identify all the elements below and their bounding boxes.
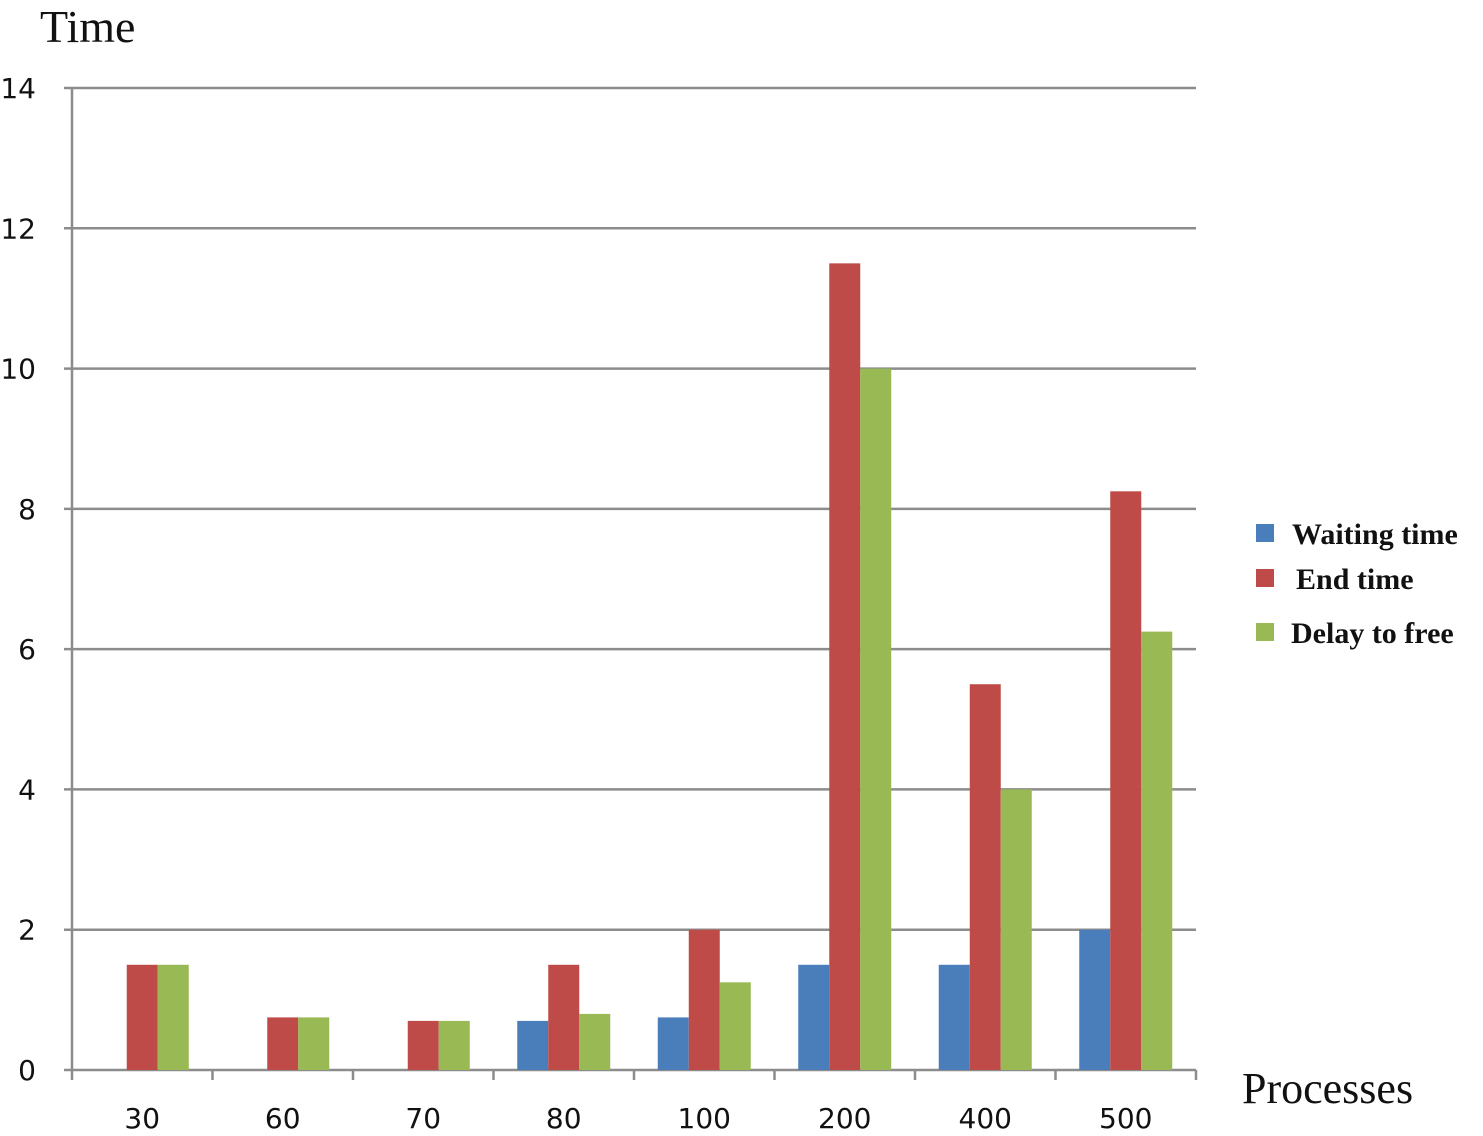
bar-end-time-30 — [126, 964, 158, 1070]
axes — [70, 88, 1198, 1080]
bar-waiting-time-500 — [1079, 929, 1111, 1070]
legend-item: Delay to free — [1256, 617, 1454, 650]
bar-delay-to-free-30 — [157, 964, 189, 1070]
bar-delay-to-free-60 — [298, 1017, 330, 1070]
y-tick-label: 6 — [18, 633, 36, 666]
y-tick-label: 14 — [0, 72, 36, 105]
bar-end-time-500 — [1110, 491, 1142, 1071]
x-tick-label: 30 — [124, 1102, 160, 1135]
bar-end-time-200 — [829, 263, 861, 1070]
x-tick-label: 200 — [818, 1102, 871, 1135]
gridlines — [64, 86, 1196, 1072]
x-tick-label: 400 — [959, 1102, 1012, 1135]
bar-end-time-70 — [407, 1020, 439, 1070]
x-tick-label: 100 — [678, 1102, 731, 1135]
legend-label: Waiting time — [1292, 518, 1458, 551]
bar-waiting-time-400 — [938, 964, 970, 1070]
x-tick-label: 70 — [405, 1102, 441, 1135]
y-tick-label: 0 — [18, 1054, 36, 1087]
x-tick-label: 500 — [1099, 1102, 1152, 1135]
x-tick-label: 60 — [265, 1102, 301, 1135]
bar-delay-to-free-200 — [860, 368, 892, 1071]
legend-label: End time — [1296, 563, 1414, 596]
legend: Waiting time End time Delay to free — [1256, 518, 1458, 650]
bar-delay-to-free-80 — [579, 1013, 611, 1070]
legend-swatch — [1256, 623, 1274, 641]
bar-waiting-time-200 — [798, 964, 830, 1070]
bar-waiting-time-100 — [657, 1017, 689, 1070]
legend-swatch — [1256, 569, 1274, 587]
legend-swatch — [1256, 524, 1274, 542]
bar-delay-to-free-400 — [1000, 789, 1032, 1070]
y-axis-title: Time — [40, 1, 135, 52]
y-tick-label: 8 — [18, 493, 36, 526]
bars — [126, 263, 1173, 1071]
legend-item: Waiting time — [1256, 518, 1458, 551]
x-axis-title: Processes — [1242, 1064, 1413, 1113]
y-tick-label: 10 — [0, 353, 36, 386]
bar-waiting-time-80 — [517, 1020, 549, 1070]
legend-item: End time — [1256, 563, 1414, 596]
bar-delay-to-free-500 — [1141, 631, 1173, 1070]
x-tick-label: 80 — [546, 1102, 582, 1135]
bar-end-time-400 — [969, 684, 1001, 1070]
bar-delay-to-free-100 — [719, 982, 751, 1070]
bar-end-time-80 — [548, 964, 580, 1070]
y-tick-label: 2 — [18, 914, 36, 947]
bar-end-time-60 — [267, 1017, 299, 1070]
tick-labels: 0 2 4 6 8 10 12 14 30 60 70 80 100 200 400 500 — [0, 72, 1152, 1135]
y-tick-label: 12 — [0, 212, 36, 245]
bar-end-time-100 — [688, 929, 720, 1070]
y-tick-label: 4 — [18, 773, 36, 806]
bar-delay-to-free-70 — [438, 1020, 470, 1070]
legend-label: Delay to free — [1291, 617, 1454, 650]
